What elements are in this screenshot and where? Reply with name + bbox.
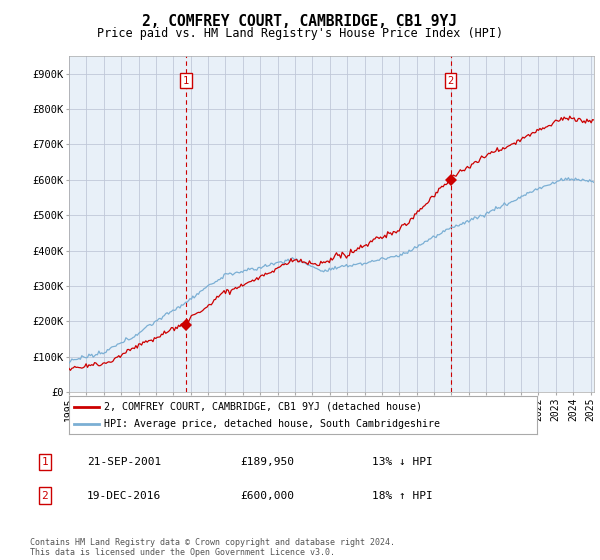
Text: 18% ↑ HPI: 18% ↑ HPI: [372, 491, 433, 501]
Text: 1: 1: [41, 457, 49, 467]
Text: Price paid vs. HM Land Registry's House Price Index (HPI): Price paid vs. HM Land Registry's House …: [97, 27, 503, 40]
Text: 1: 1: [182, 76, 189, 86]
Text: £600,000: £600,000: [240, 491, 294, 501]
Text: Contains HM Land Registry data © Crown copyright and database right 2024.
This d: Contains HM Land Registry data © Crown c…: [30, 538, 395, 557]
Text: 2, COMFREY COURT, CAMBRIDGE, CB1 9YJ: 2, COMFREY COURT, CAMBRIDGE, CB1 9YJ: [143, 14, 458, 29]
Text: HPI: Average price, detached house, South Cambridgeshire: HPI: Average price, detached house, Sout…: [104, 419, 440, 430]
Text: 21-SEP-2001: 21-SEP-2001: [87, 457, 161, 467]
Text: 13% ↓ HPI: 13% ↓ HPI: [372, 457, 433, 467]
Text: 2: 2: [448, 76, 454, 86]
Text: 2, COMFREY COURT, CAMBRIDGE, CB1 9YJ (detached house): 2, COMFREY COURT, CAMBRIDGE, CB1 9YJ (de…: [104, 402, 422, 412]
Text: £189,950: £189,950: [240, 457, 294, 467]
Text: 2: 2: [41, 491, 49, 501]
Text: 19-DEC-2016: 19-DEC-2016: [87, 491, 161, 501]
